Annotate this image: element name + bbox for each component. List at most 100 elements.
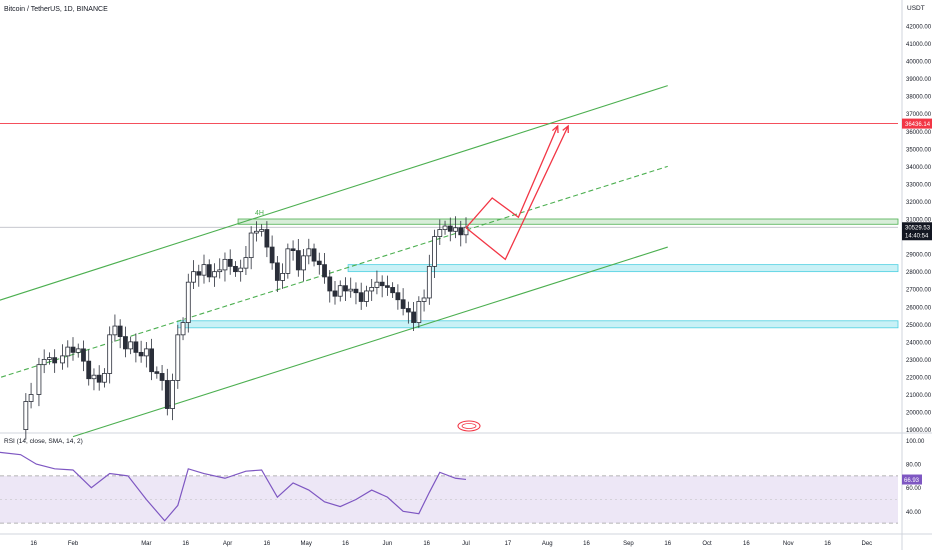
time-tick-label: 16 <box>342 541 349 547</box>
channel-label: 4H <box>255 210 264 217</box>
candle-body <box>369 287 375 292</box>
candle-body <box>280 273 286 281</box>
candle-body <box>149 348 155 373</box>
time-tick-label: 16 <box>423 541 430 547</box>
candle-body <box>348 288 354 292</box>
candle-body <box>123 336 128 350</box>
projection-paths <box>457 124 569 432</box>
rsi-line <box>0 451 467 522</box>
candle-body <box>337 285 343 297</box>
support-zone <box>347 264 899 273</box>
rsi-panel <box>0 451 898 524</box>
price-tick-label: 19000.00 <box>906 428 932 434</box>
candle-body <box>416 301 422 323</box>
candle-body <box>374 281 380 288</box>
candle-body <box>143 348 149 357</box>
rsi-label: RSI (14, close, SMA, 14, 2) <box>4 438 83 445</box>
candle-body <box>238 267 244 273</box>
watermark-stamp <box>457 420 481 432</box>
resistance-zone <box>237 218 899 225</box>
candle-body <box>138 351 144 357</box>
candle-body <box>379 281 385 287</box>
candle-body <box>212 271 217 278</box>
candle-body <box>295 250 301 271</box>
candle-body <box>201 264 207 276</box>
candle-body <box>316 260 322 266</box>
candle-body <box>28 394 34 402</box>
current-price-badge <box>902 222 932 241</box>
candle-body <box>86 360 92 380</box>
rsi-tick-label: 100.00 <box>906 439 925 445</box>
candle-body <box>259 229 265 232</box>
rsi-tick-label: 40.00 <box>906 510 922 516</box>
candle-body <box>206 264 212 278</box>
price-tick-label: 41000.00 <box>906 42 932 48</box>
candle-body <box>81 348 86 362</box>
candle-body <box>60 355 65 364</box>
candle-body <box>133 341 139 353</box>
candle-body <box>243 257 249 269</box>
candle-body <box>185 281 191 323</box>
price-tick-label: 24000.00 <box>906 340 932 346</box>
candle-body <box>47 357 52 360</box>
price-tick-label: 27000.00 <box>906 288 932 294</box>
time-tick-label: Dec <box>862 541 873 547</box>
chart-title: Bitcoin / TetherUS, 1D, BINANCE <box>4 6 108 13</box>
candle-body <box>107 334 113 374</box>
price-tick-label: 21000.00 <box>906 393 932 399</box>
candle-body <box>432 236 437 267</box>
rsi-band <box>0 475 898 524</box>
candle-body <box>227 258 233 267</box>
candle-body <box>128 341 134 350</box>
projection-path <box>465 125 559 229</box>
time-tick-label: 16 <box>30 541 37 547</box>
target-price-badge-text: 36436.14 <box>905 122 931 128</box>
candle-body <box>164 380 170 409</box>
candle-body <box>453 227 458 232</box>
candles <box>23 216 469 440</box>
price-tick-label: 25000.00 <box>906 323 932 329</box>
price-tick-label: 34000.00 <box>906 165 932 171</box>
current-price-badge-text: 30529.53 <box>905 225 931 231</box>
price-tick-label: 36000.00 <box>906 130 932 136</box>
candle-body <box>395 292 401 301</box>
candle-body <box>353 288 359 294</box>
price-tick-label: 42000.00 <box>906 24 932 30</box>
candle-body <box>112 325 118 336</box>
candle-body <box>217 269 223 273</box>
price-tick-label: 20000.00 <box>906 411 932 417</box>
candle-body <box>421 297 427 302</box>
candle-body <box>191 271 196 283</box>
candle-body <box>41 358 47 366</box>
candle-body <box>248 232 254 259</box>
rsi-value-badge-text: 66.93 <box>904 478 920 484</box>
candle-body <box>65 346 71 357</box>
candle-body <box>290 248 296 251</box>
candle-body <box>159 373 165 381</box>
time-tick-label: 16 <box>264 541 271 547</box>
candle-body <box>358 292 364 302</box>
time-tick-label: May <box>301 541 312 547</box>
rsi-value-badge <box>902 474 922 485</box>
candle-body <box>75 348 81 353</box>
candle-body <box>222 258 228 271</box>
candle-body <box>332 290 338 297</box>
time-tick-label: 17 <box>505 541 512 547</box>
candle-body <box>170 380 175 409</box>
time-tick-label: 16 <box>664 541 671 547</box>
candle-body <box>117 325 123 337</box>
candle-body <box>301 255 306 271</box>
watermark-stamp-inner <box>461 423 477 429</box>
target-price-badge <box>902 118 932 129</box>
price-tick-label: 35000.00 <box>906 147 932 153</box>
currency-label: USDT <box>907 5 925 12</box>
candle-body <box>274 262 280 281</box>
candle-body <box>175 334 181 381</box>
time-tick-label: 16 <box>182 541 189 547</box>
candle-body <box>306 248 312 257</box>
candle-body <box>384 285 390 288</box>
